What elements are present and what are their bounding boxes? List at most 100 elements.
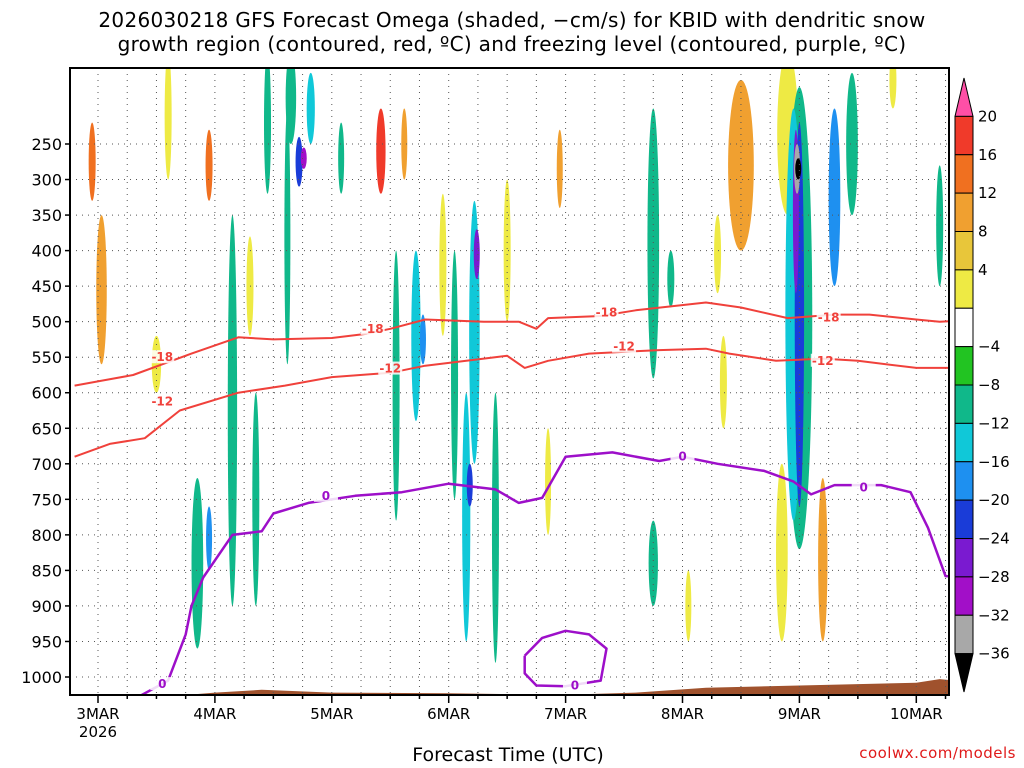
omega-cell	[411, 250, 421, 422]
colorbar-bin	[954, 154, 974, 194]
omega-cell	[376, 108, 386, 194]
omega-cell	[338, 122, 345, 194]
x-tick-label: 8MAR	[661, 705, 704, 723]
omega-cell	[491, 392, 499, 663]
colorbar-label: −20	[978, 491, 1010, 509]
x-tick-label: 9MAR	[778, 705, 821, 723]
colorbar-bin	[954, 346, 974, 386]
terrain	[74, 679, 949, 695]
omega-cell	[191, 478, 204, 649]
contour-label: -12	[379, 362, 401, 376]
contour-label: -12	[151, 394, 173, 408]
omega-cell	[88, 122, 96, 201]
contour-0	[139, 451, 949, 695]
omega-cell	[401, 108, 408, 180]
omega-cell	[451, 250, 459, 500]
x-tick-label: 3MAR	[76, 705, 119, 723]
omega-cell	[295, 136, 303, 187]
colorbar-bin	[954, 499, 974, 539]
colorbar-top-arrow	[954, 77, 974, 117]
contour-label: -18	[151, 350, 173, 364]
colorbar-label: −28	[978, 568, 1010, 586]
omega-cell	[714, 215, 722, 294]
contour-label: 0	[158, 677, 166, 691]
x-tick-label: 6MAR	[427, 705, 470, 723]
grid	[70, 68, 949, 695]
omega-cell	[439, 193, 447, 336]
y-tick-label: 400	[31, 242, 62, 261]
omega-cell	[889, 68, 897, 109]
contour-label: -18	[362, 322, 384, 336]
colorbar-label: 4	[978, 261, 988, 279]
contour-label: 0	[322, 489, 330, 503]
contour-label-bg	[816, 310, 841, 324]
y-tick-label: 1000	[21, 668, 62, 687]
colorbar-bin	[954, 461, 974, 501]
omega-cell	[846, 72, 858, 216]
contour-label-bg	[378, 361, 403, 375]
contour-label: 0	[678, 450, 686, 464]
omega-cell	[206, 506, 213, 571]
contour-label-bg	[670, 449, 695, 463]
colorbar-bin	[954, 422, 974, 463]
omega-cell	[164, 68, 172, 180]
chart-title-line1: 2026030218 GFS Forecast Omega (shaded, −…	[98, 8, 926, 32]
colorbar-label: −36	[978, 645, 1010, 663]
y-tick-label: 900	[31, 597, 62, 616]
contour-label-bg	[150, 394, 175, 408]
omega-shading	[88, 68, 949, 663]
colorbar-label: 16	[978, 146, 997, 164]
omega-cell	[818, 478, 828, 642]
colorbar-bin	[954, 538, 974, 578]
contour-label: 0	[571, 679, 579, 693]
colorbar-label: 12	[978, 184, 997, 202]
colorbar-bin	[954, 576, 974, 616]
y-axis: 250 300 350 400 450 500 550 600 650 700 750 800 850 9…	[21, 135, 70, 687]
omega-cell	[205, 129, 213, 201]
colorbar-bottom-arrow	[954, 653, 974, 693]
y-tick-label: 250	[31, 135, 62, 154]
contour-label: -12	[812, 354, 834, 368]
colorbar-label: −8	[978, 376, 1000, 394]
omega-cell	[719, 335, 727, 429]
colorbar-bin	[954, 384, 974, 424]
omega-cell	[728, 80, 754, 251]
colorbar-label: −32	[978, 606, 1010, 624]
y-tick-label: 650	[31, 419, 62, 438]
contour-label-bg	[612, 339, 637, 353]
omega-cell	[263, 68, 272, 194]
colorbar-bin	[954, 192, 974, 232]
y-tick-label: 800	[31, 526, 62, 545]
colorbar-label: −4	[978, 338, 1000, 356]
omega-cell	[647, 108, 660, 379]
contour-label: -18	[818, 310, 840, 324]
omega-cell	[246, 236, 254, 336]
omega-cell	[300, 147, 307, 169]
y-tick-label: 450	[31, 277, 62, 296]
colorbar-bin	[954, 231, 974, 271]
y-tick-label: 850	[31, 561, 62, 580]
colorbar-label: 20	[978, 107, 997, 125]
y-tick-label: 700	[31, 455, 62, 474]
omega-cell	[556, 129, 563, 208]
omega-cell	[151, 335, 162, 393]
chart-title-line2: growth region (contoured, red, ºC) and f…	[117, 32, 907, 56]
contour-label-bg	[150, 350, 175, 364]
contour-label-bg	[810, 353, 835, 367]
omega-cell	[392, 250, 400, 521]
omega-cell	[285, 68, 297, 144]
omega-cell	[776, 463, 788, 642]
credit-text[interactable]: coolwx.com/models	[859, 744, 1016, 762]
y-tick-label: 600	[31, 384, 62, 403]
x-axis-label: Forecast Time (UTC)	[412, 744, 604, 766]
colorbar-bin	[954, 614, 974, 655]
colorbar-label: −12	[978, 414, 1010, 432]
omega-cell	[306, 72, 315, 144]
contour-0	[523, 629, 608, 688]
y-tick-label: 350	[31, 206, 62, 225]
x-tick-label: 10MAR	[890, 705, 943, 723]
y-tick-label: 750	[31, 490, 62, 509]
y-tick-label: 500	[31, 313, 62, 332]
omega-cell	[462, 392, 471, 642]
